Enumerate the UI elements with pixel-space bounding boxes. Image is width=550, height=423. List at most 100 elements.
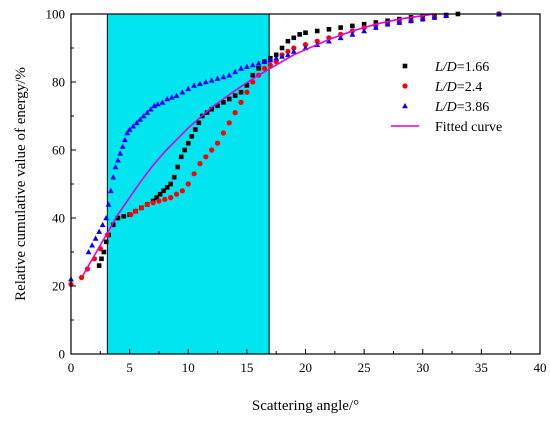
y-tick-label: 40 [52,211,65,226]
data-point [261,58,268,64]
data-point [182,147,188,153]
data-point [162,196,168,202]
legend-label-part: Fitted curve [435,120,502,135]
x-axis-title: Scattering angle/° [252,398,359,414]
data-point [297,32,302,37]
data-point [226,120,232,126]
data-point [140,113,147,119]
x-tick-label: 25 [358,360,371,375]
data-point [144,109,151,115]
legend-label: L/D=3.86 [434,100,489,115]
data-point [326,38,332,44]
data-point [385,18,390,24]
data-point [232,93,238,98]
data-point [122,136,128,143]
series-3 [82,13,435,277]
legend-label-part: L/D [434,100,457,115]
data-point [119,143,126,149]
data-point [238,65,244,71]
data-point [221,100,226,105]
y-tick-label: 0 [59,347,66,362]
legend-label-part: =2.4 [457,80,482,95]
data-point [185,140,191,146]
y-tick-label: 20 [52,279,65,294]
data-point [173,191,180,197]
data-point [197,161,203,167]
legend-label-part: =1.66 [457,60,489,75]
y-tick-label: 60 [52,143,65,158]
data-point [178,154,184,160]
data-point [443,12,450,18]
data-point [164,96,171,102]
data-point [291,35,297,41]
data-point [92,235,99,241]
legend-label: L/D=2.4 [434,80,482,95]
data-point [408,17,414,24]
legend-label-part: L/D [434,80,457,95]
data-point [189,134,195,139]
data-point [303,30,308,35]
data-point [137,116,144,122]
axes: 0 5 10 15 20 25 30 35 40 0 20 40 60 80 100 [46,7,547,376]
legend-label: L/D=1.66 [434,60,489,75]
data-point [89,242,96,248]
data-point [232,110,238,116]
data-point [279,53,285,59]
series-2 [68,11,502,282]
series-layer [68,11,502,287]
x-tick-label: 5 [126,360,133,375]
data-point [151,102,158,109]
data-point [110,174,117,180]
data-point [314,28,320,34]
data-point [244,83,250,88]
data-point [168,94,175,100]
legend-label: Fitted curve [435,120,502,135]
data-point [208,77,215,83]
data-point [214,75,221,81]
data-point [179,89,186,95]
data-point [78,274,85,281]
data-point [209,147,215,153]
x-tick-label: 35 [475,360,488,375]
data-point [121,214,127,219]
data-point [349,31,356,37]
legend-marker [402,103,408,109]
data-point [96,263,102,268]
data-point [132,208,139,214]
data-point [115,157,121,163]
data-point [130,123,137,129]
data-point [250,72,256,78]
data-point [103,215,110,221]
data-point [302,42,309,48]
data-point [156,198,162,204]
data-point [192,127,198,132]
data-point [168,181,173,187]
data-point [285,38,291,44]
y-tick-label: 100 [46,7,66,22]
data-point [314,38,320,44]
data-point [144,201,150,207]
data-point [396,19,403,25]
data-point [361,21,367,27]
data-point [267,62,273,68]
data-point [191,171,197,177]
data-point [220,73,227,80]
data-point [154,195,159,200]
data-point [373,20,379,25]
data-point [147,106,154,112]
data-point [99,256,104,262]
data-point [85,249,92,255]
data-point [185,85,192,92]
data-point [285,51,291,58]
data-point [261,65,268,71]
data-point [107,187,114,194]
data-point [101,249,107,255]
data-point [138,205,144,211]
fitted-curve-line [82,13,435,277]
data-point [99,221,106,228]
data-point [179,188,185,194]
legend-marker [402,83,408,89]
data-point [291,45,297,51]
